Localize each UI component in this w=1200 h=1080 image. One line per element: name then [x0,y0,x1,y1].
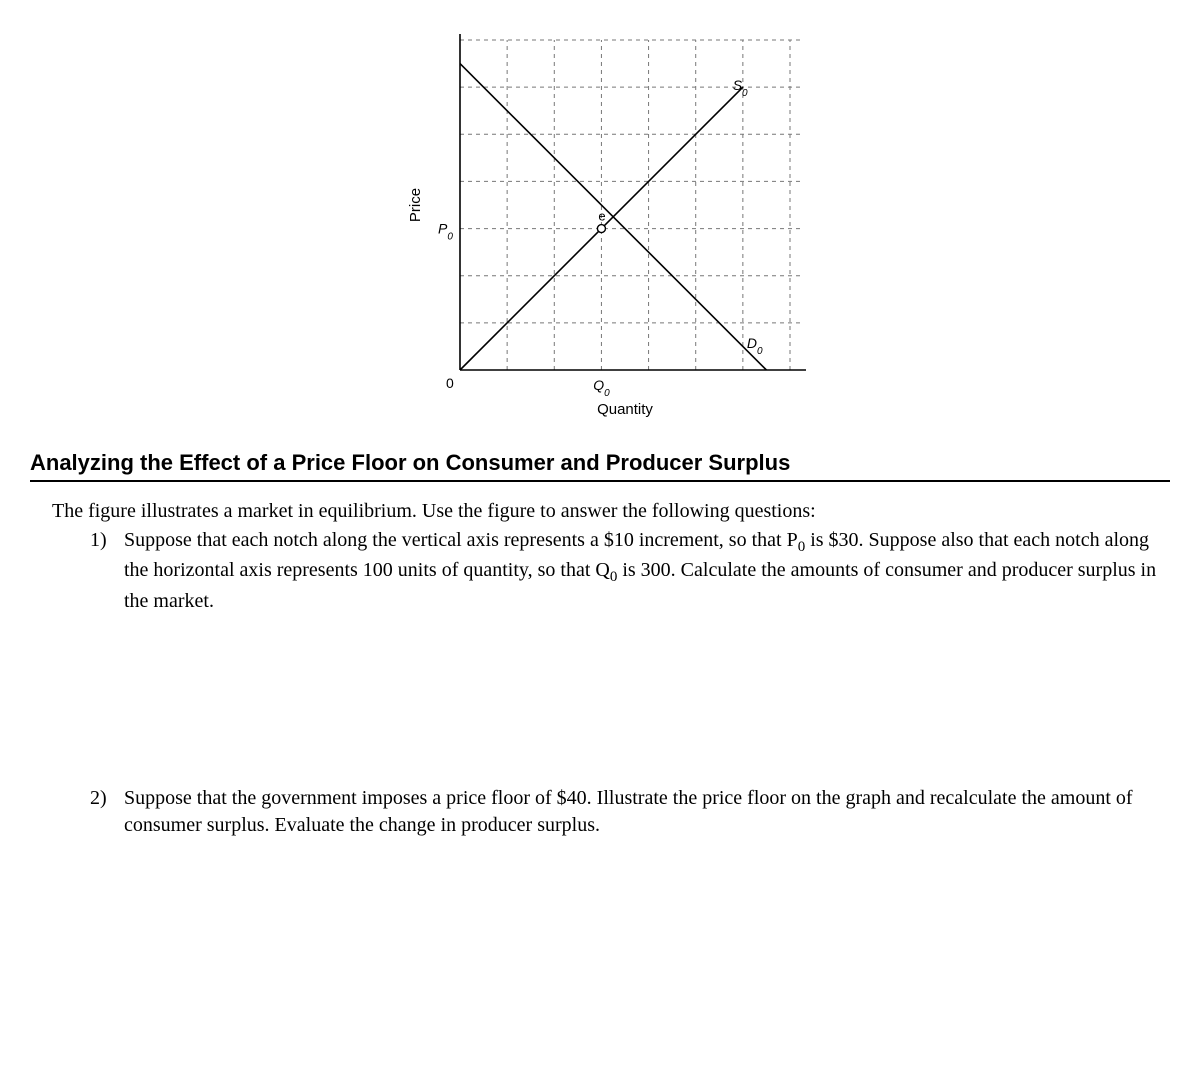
svg-text:Quantity: Quantity [597,401,653,418]
svg-text:0: 0 [446,375,454,391]
svg-text:Price: Price [407,188,424,222]
q1-part-a: Suppose that each notch along the vertic… [124,529,798,551]
question-list: Suppose that each notch along the vertic… [90,527,1170,839]
section-title: Analyzing the Effect of a Price Floor on… [30,450,1170,482]
question-2: Suppose that the government imposes a pr… [90,785,1170,839]
supply-demand-chart: eS0D0P0Q00PriceQuantity [380,20,820,440]
question-1: Suppose that each notch along the vertic… [90,527,1170,615]
svg-text:e: e [598,209,605,224]
intro-text: The figure illustrates a market in equil… [52,500,1170,523]
chart-container: eS0D0P0Q00PriceQuantity [30,20,1170,440]
